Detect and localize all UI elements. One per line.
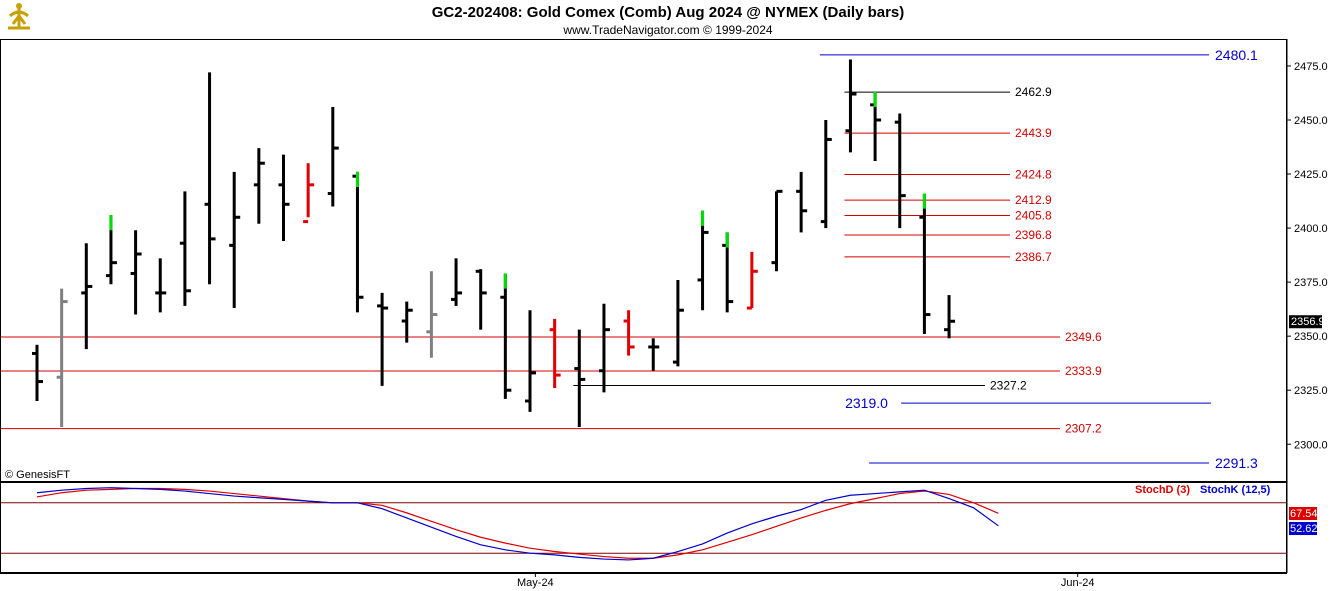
y-tick-label: 2300.0 <box>1294 439 1328 451</box>
y-tick-label: 2375.0 <box>1294 277 1328 289</box>
y-tick-label: 2450.0 <box>1294 115 1328 127</box>
ohlc-bar <box>303 163 315 224</box>
stochd-legend: StochD (3) <box>1135 484 1190 496</box>
ohlc-bar <box>56 288 68 427</box>
stochastic-panel <box>0 482 1287 573</box>
ohlc-bar <box>672 279 684 367</box>
last-price-label: 2356.9 <box>1291 316 1325 328</box>
price-level-label: 2424.8 <box>1015 167 1052 181</box>
y-tick-label: 2475.0 <box>1294 61 1328 73</box>
ohlc-bar <box>574 329 586 427</box>
price-level-label: 2307.2 <box>1065 422 1102 436</box>
y-axis: 2300.0 2325.0 2350.0 2375.0 2400.0 2425.0 2450… <box>1287 61 1328 451</box>
ohlc-bar <box>820 119 832 229</box>
logo-icon <box>4 2 34 34</box>
chart-title: GC2-202408: Gold Comex (Comb) Aug 2024 @… <box>432 4 905 21</box>
ohlc-bar <box>845 59 857 153</box>
watermark: © GenesisFT <box>5 469 70 481</box>
ohlc-bar <box>426 271 438 358</box>
y-tick-label: 2425.0 <box>1294 169 1328 181</box>
ohlc-bar <box>870 91 882 162</box>
stochastic-lines <box>1 487 1287 561</box>
ohlc-bars <box>32 59 956 427</box>
ohlc-bar <box>796 171 808 233</box>
ohlc-bar <box>253 148 265 224</box>
ohlc-bar <box>475 269 487 330</box>
price-panel <box>0 39 1287 482</box>
price-level-label: 2386.7 <box>1015 250 1052 264</box>
stochk-line <box>36 487 999 561</box>
ohlc-bar <box>894 113 906 229</box>
price-level-label: 2405.8 <box>1015 209 1052 223</box>
ohlc-bar <box>722 232 734 313</box>
ohlc-bar <box>377 292 389 386</box>
ohlc-bar <box>352 171 364 313</box>
ohlc-bar <box>204 72 216 285</box>
price-level-label: 2412.9 <box>1015 193 1052 207</box>
ohlc-bar <box>32 344 43 402</box>
price-levels: 2480.1 2462.9 2443.9 2424.8 2412.9 2405.8 2396… <box>1 47 1258 471</box>
price-level-label: 2319.0 <box>845 395 888 411</box>
price-level-label: 2480.1 <box>1215 47 1258 63</box>
ohlc-bar <box>179 191 191 306</box>
y-tick-label: 2350.0 <box>1294 331 1328 343</box>
ohlc-bar <box>81 243 93 350</box>
ohlc-bar <box>549 318 561 389</box>
price-level-label: 2349.6 <box>1065 330 1102 344</box>
stochd-line <box>36 487 999 559</box>
x-tick-label: May-24 <box>517 577 554 589</box>
ohlc-bar <box>105 215 117 285</box>
price-level-label: 2396.8 <box>1015 228 1052 242</box>
y-tick-label: 2400.0 <box>1294 223 1328 235</box>
last-price-badge: 2356.9 <box>1289 315 1325 329</box>
chart-subtitle: www.TradeNavigator.com © 1999-2024 <box>562 23 772 37</box>
price-level-label: 2327.2 <box>990 378 1027 392</box>
ohlc-bar <box>623 310 635 356</box>
stochk-value: 52.62 <box>1290 523 1318 535</box>
ohlc-bar <box>771 189 783 272</box>
price-level-label: 2462.9 <box>1015 85 1052 99</box>
stochd-value-badge: 67.54 <box>1289 507 1318 520</box>
ohlc-bar <box>130 230 142 315</box>
ohlc-bar <box>919 193 931 334</box>
ohlc-bar <box>697 210 709 311</box>
ohlc-bar <box>500 273 512 399</box>
x-tick-label: Jun-24 <box>1061 577 1095 589</box>
stochk-legend: StochK (12,5) <box>1200 484 1271 496</box>
ohlc-bar <box>327 107 339 207</box>
ohlc-bar <box>944 295 956 339</box>
ohlc-bar <box>746 251 758 310</box>
ohlc-bar <box>401 301 413 343</box>
ohlc-bar <box>648 338 660 371</box>
ohlc-bar <box>155 258 167 313</box>
price-level-label: 2443.9 <box>1015 126 1052 140</box>
stochk-value-badge: 52.62 <box>1289 522 1318 535</box>
ohlc-bar <box>451 258 463 306</box>
price-level-label: 2291.3 <box>1215 455 1258 471</box>
ohlc-bar <box>229 171 241 309</box>
stochd-value: 67.54 <box>1290 508 1318 520</box>
ohlc-bar <box>525 310 536 412</box>
ohlc-bar <box>278 154 290 242</box>
price-level-label: 2333.9 <box>1065 364 1102 378</box>
ohlc-bar <box>598 303 610 393</box>
y-tick-label: 2325.0 <box>1294 385 1328 397</box>
x-axis: May-24 Jun-24 <box>517 573 1094 589</box>
